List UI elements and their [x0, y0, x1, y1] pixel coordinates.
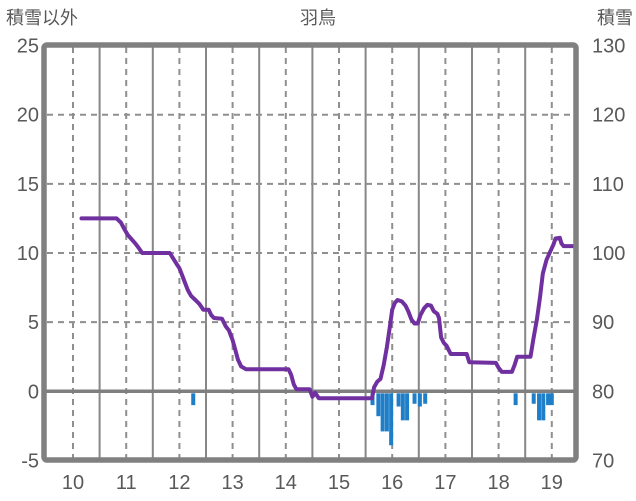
precip-bar	[537, 393, 542, 421]
x-axis-tick-label: 17	[434, 472, 456, 494]
chart-header: 積雪以外 羽鳥 積雪	[0, 4, 636, 28]
left-axis-title: 積雪以外	[6, 8, 78, 28]
right-axis-tick-label: 130	[592, 36, 625, 58]
right-axis-tick-label: 80	[592, 381, 614, 403]
right-axis-tick-label: 100	[592, 243, 625, 265]
precip-bar	[400, 393, 405, 421]
right-axis-tick-label: 120	[592, 105, 625, 127]
precip-bar	[384, 393, 389, 432]
station-title: 羽鳥	[300, 8, 336, 28]
left-axis-tick-label: 15	[17, 174, 39, 196]
right-axis-tick-label: 90	[592, 312, 614, 334]
x-axis-tick-label: 13	[221, 472, 243, 494]
x-axis-tick-label: 15	[328, 472, 350, 494]
left-axis-tick-label: 20	[17, 105, 39, 127]
x-axis-tick-label: 12	[168, 472, 190, 494]
right-axis-title: 積雪	[597, 8, 633, 28]
snow-other-line	[79, 216, 578, 401]
precip-bar	[531, 393, 536, 404]
precip-bar	[380, 393, 385, 432]
plot-border	[41, 42, 579, 463]
precip-bar	[549, 393, 554, 406]
left-axis-tick-label: 25	[17, 36, 39, 58]
x-axis-tick-label: 16	[381, 472, 403, 494]
left-axis-tick-label: 10	[17, 243, 39, 265]
precip-bar	[541, 393, 546, 421]
x-axis-tick-label: 10	[62, 472, 84, 494]
left-axis-tick-label: 0	[28, 381, 39, 403]
precip-bar	[513, 393, 518, 406]
left-axis-tick-label: -5	[21, 450, 39, 472]
precip-bar	[191, 393, 196, 406]
left-axis-tick-label: 5	[28, 312, 39, 334]
x-axis-tick-label: 19	[541, 472, 563, 494]
precip-bar	[546, 393, 551, 406]
right-axis-tick-label: 70	[592, 450, 614, 472]
precip-bar	[405, 393, 410, 421]
x-axis-tick-label: 18	[487, 472, 509, 494]
right-axis-tick-label: 110	[592, 174, 624, 196]
precip-bar	[376, 393, 381, 417]
precip-bar	[423, 393, 428, 404]
precip-bar	[412, 393, 417, 404]
x-axis-tick-label: 11	[116, 472, 137, 494]
x-axis-tick-label: 14	[275, 472, 297, 494]
precip-bar	[389, 393, 394, 446]
precip-bar	[417, 393, 422, 407]
precip-bar	[396, 393, 401, 407]
